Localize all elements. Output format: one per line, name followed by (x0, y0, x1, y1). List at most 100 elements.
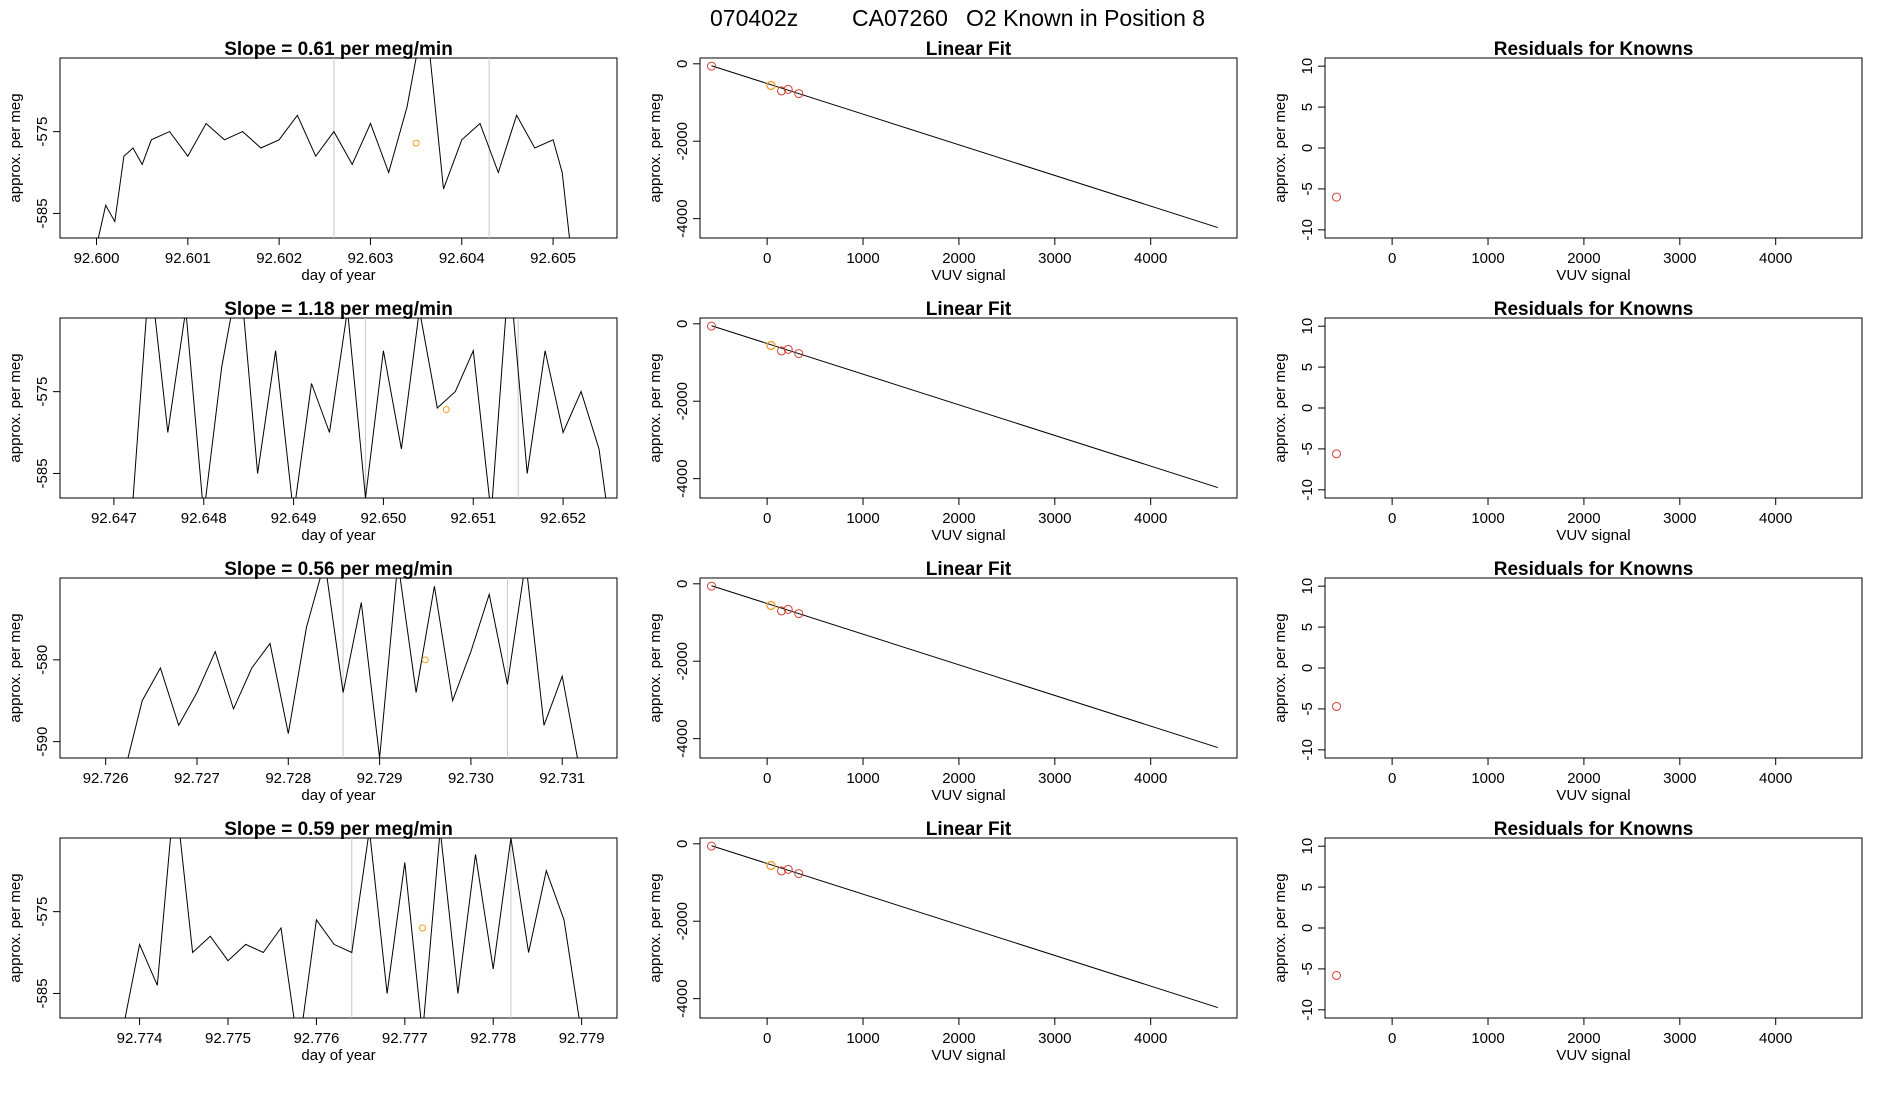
x-axis-label: day of year (301, 1047, 375, 1064)
x-tick-label: 92.730 (448, 770, 494, 787)
y-tick-label: -575 (34, 377, 51, 407)
y-tick-label: -4000 (674, 199, 691, 237)
x-tick-label: 92.727 (174, 770, 220, 787)
standard-point (783, 604, 793, 614)
standard-point (777, 86, 787, 96)
x-tick-label: 0 (1388, 250, 1396, 267)
x-axis-label: VUV signal (931, 787, 1005, 804)
x-tick-label: 4000 (1759, 770, 1792, 787)
x-tick-label: 92.726 (83, 770, 129, 787)
timeseries-panel-0: Slope = 0.61 per meg/min 92.600 92.601 92.6… (7, 39, 618, 284)
plot-area (1332, 970, 1342, 980)
y-tick-label: 5 (1299, 103, 1316, 111)
standard-point (783, 84, 793, 94)
x-tick-label: 0 (763, 510, 771, 527)
x-tick-label: 2000 (1567, 250, 1600, 267)
x-tick-label: 92.729 (357, 770, 403, 787)
x-tick-label: 92.652 (540, 510, 586, 527)
chart-title: Slope = 1.18 per meg/min (224, 299, 453, 320)
plot-area (707, 61, 1218, 229)
y-axis-label: approx. per meg (7, 93, 24, 202)
y-tick-label: -580 (34, 645, 51, 675)
x-tick-label: 4000 (1759, 250, 1792, 267)
y-tick-label: -575 (34, 897, 51, 927)
fit-line (711, 65, 1218, 229)
plot-area (1332, 449, 1342, 459)
y-tick-label: -10 (1299, 999, 1316, 1021)
chart-title: Slope = 0.61 per meg/min (224, 39, 453, 60)
x-tick-label: 92.602 (256, 250, 302, 267)
y-tick-label: 0 (1299, 664, 1316, 672)
y-axis-label: approx. per meg (7, 873, 24, 982)
x-tick-label: 4000 (1759, 1030, 1792, 1047)
y-tick-label: -2000 (674, 642, 691, 680)
y-tick-label: 5 (1299, 883, 1316, 891)
plot-frame (59, 317, 618, 499)
residual-point (1332, 449, 1342, 459)
y-tick-label: 0 (1299, 924, 1316, 932)
x-tick-label: 1000 (1471, 250, 1504, 267)
linear_fit-panel-1: Linear Fit 0 1000 2000 3000 4000 0 -2000 -4000 VU… (647, 299, 1238, 544)
x-axis-label: day of year (301, 267, 375, 284)
plot-frame (59, 57, 618, 239)
known-point (766, 340, 776, 351)
standard-point (707, 581, 717, 591)
x-tick-label: 92.728 (265, 770, 311, 787)
x-axis-label: VUV signal (1556, 787, 1630, 804)
known-point (766, 860, 776, 871)
x-tick-label: 2000 (1567, 1030, 1600, 1047)
standard-point (707, 61, 717, 71)
x-tick-label: 3000 (1038, 510, 1071, 527)
x-tick-label: 92.649 (271, 510, 317, 527)
known-point (766, 600, 776, 611)
y-axis-label: approx. per meg (7, 613, 24, 722)
x-tick-label: 4000 (1134, 770, 1167, 787)
plot-frame (1324, 57, 1863, 239)
x-tick-label: 3000 (1663, 1030, 1696, 1047)
plot-frame (1324, 577, 1863, 759)
y-tick-label: -2000 (674, 902, 691, 940)
trace-line (97, 58, 570, 238)
chart-title: Residuals for Knowns (1494, 299, 1694, 320)
y-tick-label: -10 (1299, 219, 1316, 241)
x-tick-label: 0 (1388, 770, 1396, 787)
plot-frame (1324, 317, 1863, 499)
x-tick-label: 0 (1388, 1030, 1396, 1047)
plot-frame (59, 577, 618, 759)
x-tick-label: 2000 (942, 770, 975, 787)
trace-line (127, 578, 578, 758)
linear_fit-panel-2: Linear Fit 0 1000 2000 3000 4000 0 -2000 -4000 VU… (647, 559, 1238, 804)
x-tick-label: 92.774 (117, 1030, 163, 1047)
x-tick-label: 3000 (1663, 770, 1696, 787)
trace-line (132, 318, 607, 498)
mean-point (442, 406, 450, 414)
y-axis-label: approx. per meg (647, 93, 664, 202)
plot-area (1332, 192, 1342, 202)
standard-point (777, 346, 787, 356)
residual-point (1332, 192, 1342, 202)
plot-area (127, 578, 578, 758)
chart-title: Linear Fit (926, 299, 1012, 320)
x-tick-label: 1000 (846, 250, 879, 267)
y-tick-label: -575 (34, 117, 51, 147)
x-tick-label: 1000 (1471, 1030, 1504, 1047)
timeseries-panel-1: Slope = 1.18 per meg/min 92.647 92.648 92.6… (7, 299, 618, 544)
timeseries-panel-2: Slope = 0.56 per meg/min 92.726 92.727 92.7… (7, 559, 618, 804)
x-axis-label: day of year (301, 787, 375, 804)
plot-area (97, 58, 570, 238)
y-axis-label: approx. per meg (1272, 873, 1289, 982)
x-tick-label: 3000 (1663, 250, 1696, 267)
x-tick-label: 92.777 (382, 1030, 428, 1047)
x-tick-label: 4000 (1134, 1030, 1167, 1047)
x-tick-label: 92.605 (530, 250, 576, 267)
standard-point (794, 89, 804, 99)
plot-area (124, 838, 580, 1018)
x-tick-label: 4000 (1134, 250, 1167, 267)
x-tick-label: 4000 (1134, 510, 1167, 527)
plot-area (707, 321, 1218, 489)
y-tick-label: -5 (1299, 442, 1316, 455)
y-tick-label: -4000 (674, 719, 691, 757)
residual-point (1332, 970, 1342, 980)
y-tick-label: -585 (34, 458, 51, 488)
